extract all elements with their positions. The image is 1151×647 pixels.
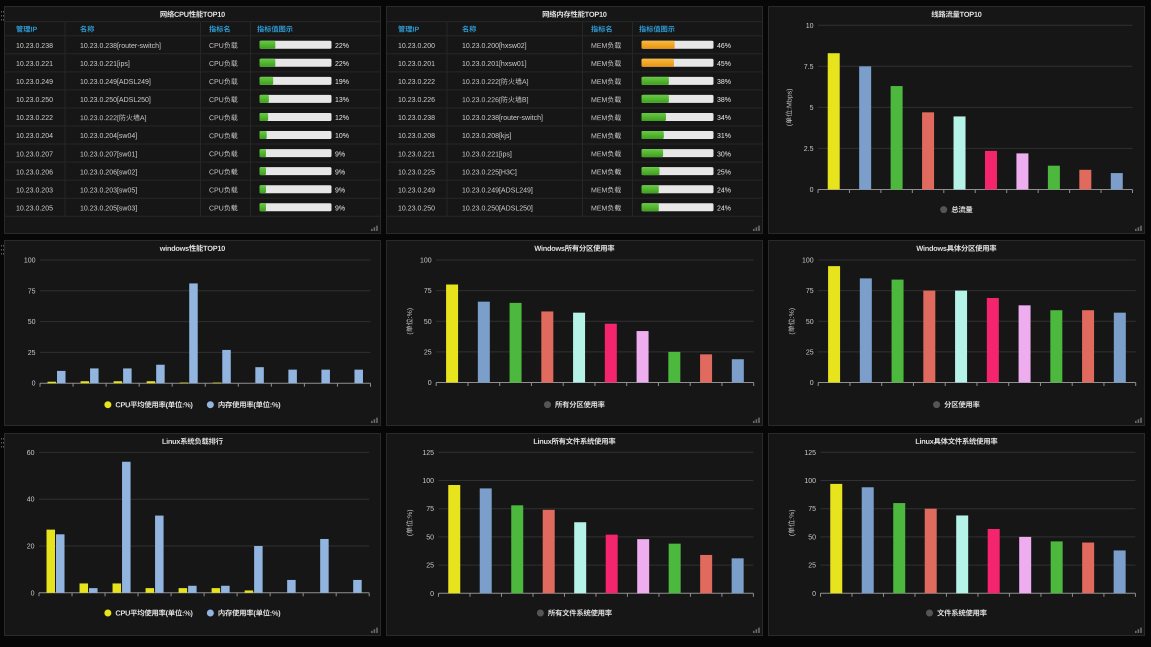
svg-text:20: 20	[27, 544, 35, 551]
svg-text:25%: 25%	[717, 169, 731, 176]
svg-text:10.23.0.250[ADSL250]: 10.23.0.250[ADSL250]	[462, 205, 533, 212]
svg-text:25: 25	[28, 350, 36, 357]
svg-text:10.23.0.200[hxsw02]: 10.23.0.200[hxsw02]	[462, 43, 527, 50]
svg-text:0: 0	[31, 590, 35, 597]
svg-text:38%: 38%	[717, 97, 731, 104]
svg-text:10.23.0.208[kjs]: 10.23.0.208[kjs]	[462, 133, 511, 140]
svg-text:24%: 24%	[717, 205, 731, 212]
svg-text:10.23.0.205[sw03]: 10.23.0.205[sw03]	[80, 205, 137, 212]
svg-text:75: 75	[28, 288, 36, 295]
svg-text:10.23.0.222: 10.23.0.222	[16, 115, 53, 122]
svg-text:0: 0	[812, 591, 816, 598]
svg-text:0: 0	[430, 591, 434, 598]
svg-text:10.23.0.249: 10.23.0.249	[16, 79, 53, 86]
svg-text:10.23.0.249[ADSL249]: 10.23.0.249[ADSL249]	[462, 187, 533, 194]
svg-text:9%: 9%	[335, 169, 345, 176]
svg-text:10.23.0.206: 10.23.0.206	[16, 169, 53, 176]
svg-text:10.23.0.203: 10.23.0.203	[16, 187, 53, 194]
svg-text:2.5: 2.5	[804, 146, 814, 153]
svg-text:10.23.0.207: 10.23.0.207	[16, 151, 53, 158]
svg-text:22%: 22%	[335, 61, 349, 68]
svg-text:10.23.0.225: 10.23.0.225	[398, 169, 435, 176]
svg-text:46%: 46%	[717, 43, 731, 50]
svg-text:0: 0	[32, 381, 36, 388]
svg-text:10.23.0.222: 10.23.0.222	[398, 79, 435, 86]
svg-text:10.23.0.238[router-switch]: 10.23.0.238[router-switch]	[462, 115, 543, 122]
svg-text:30%: 30%	[717, 151, 731, 158]
svg-text:10.23.0.201: 10.23.0.201	[398, 61, 435, 68]
svg-text:45%: 45%	[717, 61, 731, 68]
svg-text:100: 100	[420, 258, 432, 265]
svg-text:13%: 13%	[335, 97, 349, 104]
svg-text:25: 25	[424, 349, 432, 356]
svg-text:100: 100	[24, 258, 36, 265]
svg-text:50: 50	[28, 319, 36, 326]
svg-text:10: 10	[806, 23, 814, 30]
svg-text:10.23.0.204[sw04]: 10.23.0.204[sw04]	[80, 133, 137, 140]
svg-text:75: 75	[424, 288, 432, 295]
svg-text:9%: 9%	[335, 205, 345, 212]
svg-text:10.23.0.249: 10.23.0.249	[398, 187, 435, 194]
svg-text:10.23.0.238: 10.23.0.238	[16, 43, 53, 50]
svg-text:10%: 10%	[335, 133, 349, 140]
svg-text:12%: 12%	[335, 115, 349, 122]
svg-text:38%: 38%	[717, 79, 731, 86]
svg-text:10.23.0.200: 10.23.0.200	[398, 43, 435, 50]
svg-text:40: 40	[27, 497, 35, 504]
svg-text:5: 5	[810, 105, 814, 112]
svg-text:10.23.0.221[ips]: 10.23.0.221[ips]	[462, 151, 512, 158]
svg-text:34%: 34%	[717, 115, 731, 122]
svg-text:100: 100	[804, 478, 816, 485]
svg-text:10.23.0.206[sw02]: 10.23.0.206[sw02]	[80, 169, 137, 176]
svg-text:25: 25	[806, 349, 814, 356]
svg-text:75: 75	[808, 506, 816, 513]
svg-text:25: 25	[808, 563, 816, 570]
svg-text:10.23.0.221: 10.23.0.221	[398, 151, 435, 158]
svg-text:50: 50	[808, 534, 816, 541]
svg-text:10.23.0.221[ips]: 10.23.0.221[ips]	[80, 61, 130, 68]
svg-text:10.23.0.207[sw01]: 10.23.0.207[sw01]	[80, 151, 137, 158]
svg-text:9%: 9%	[335, 151, 345, 158]
svg-text:10.23.0.250[ADSL250]: 10.23.0.250[ADSL250]	[80, 97, 151, 104]
svg-text:22%: 22%	[335, 43, 349, 50]
svg-text:50: 50	[424, 319, 432, 326]
svg-text:10.23.0.250: 10.23.0.250	[398, 205, 435, 212]
svg-text:10.23.0.225[H3C]: 10.23.0.225[H3C]	[462, 169, 517, 176]
svg-text:50: 50	[806, 319, 814, 326]
svg-text:125: 125	[422, 450, 434, 457]
svg-text:10.23.0.208: 10.23.0.208	[398, 133, 435, 140]
svg-text:7.5: 7.5	[804, 64, 814, 71]
svg-text:24%: 24%	[717, 187, 731, 194]
svg-text:60: 60	[27, 450, 35, 457]
svg-text:10.23.0.221: 10.23.0.221	[16, 61, 53, 68]
svg-text:10.23.0.201[hxsw01]: 10.23.0.201[hxsw01]	[462, 61, 527, 68]
svg-text:75: 75	[806, 288, 814, 295]
svg-text:9%: 9%	[335, 187, 345, 194]
svg-text:10.23.0.250: 10.23.0.250	[16, 97, 53, 104]
svg-text:10.23.0.238: 10.23.0.238	[398, 115, 435, 122]
svg-text:0: 0	[428, 380, 432, 387]
svg-text:19%: 19%	[335, 79, 349, 86]
svg-text:0: 0	[810, 380, 814, 387]
svg-text:50: 50	[426, 534, 434, 541]
svg-text:10.23.0.238[router-switch]: 10.23.0.238[router-switch]	[80, 43, 161, 50]
svg-text:10.23.0.249[ADSL249]: 10.23.0.249[ADSL249]	[80, 79, 151, 86]
svg-text:10.23.0.203[sw05]: 10.23.0.203[sw05]	[80, 187, 137, 194]
svg-text:75: 75	[426, 506, 434, 513]
svg-text:31%: 31%	[717, 133, 731, 140]
svg-text:100: 100	[422, 478, 434, 485]
svg-text:25: 25	[426, 563, 434, 570]
svg-text:0: 0	[810, 187, 814, 194]
svg-text:100: 100	[802, 258, 814, 265]
svg-text:10.23.0.226: 10.23.0.226	[398, 97, 435, 104]
svg-text:10.23.0.204: 10.23.0.204	[16, 133, 53, 140]
svg-text:10.23.0.205: 10.23.0.205	[16, 205, 53, 212]
svg-text:125: 125	[804, 450, 816, 457]
